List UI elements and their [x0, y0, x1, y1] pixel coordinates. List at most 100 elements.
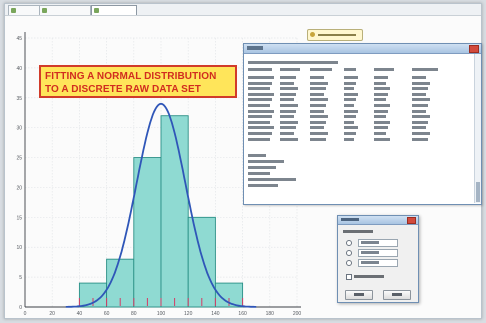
table-cell: [344, 126, 358, 130]
table-cell: [374, 81, 386, 85]
table-cell: [248, 104, 270, 107]
close-button[interactable]: [469, 45, 479, 53]
table-cell: [248, 92, 274, 96]
vertical-scrollbar[interactable]: [474, 54, 481, 203]
option-field-1[interactable]: [358, 239, 398, 247]
dialog-close-button[interactable]: [407, 217, 416, 224]
table-cell: [310, 132, 328, 135]
option-radio-3[interactable]: [346, 260, 352, 266]
table-cell: [412, 126, 426, 130]
histogram-bar: [187, 216, 216, 308]
option-radio-2[interactable]: [346, 250, 352, 256]
y-tick-label: 15: [16, 215, 22, 221]
table-cell: [248, 87, 270, 91]
ok-label: [354, 293, 364, 296]
option-checkbox[interactable]: [346, 274, 352, 280]
table-cell: [374, 126, 388, 130]
table-cell: [310, 87, 326, 91]
table-cell: [310, 92, 324, 96]
statistics-titlebar[interactable]: [244, 44, 481, 54]
window-title: [247, 46, 263, 50]
table-cell: [310, 126, 324, 130]
tab-2[interactable]: [39, 5, 91, 15]
option-value: [361, 261, 379, 264]
table-cell: [412, 68, 438, 71]
table-cell: [248, 68, 272, 71]
table-cell: [280, 120, 298, 124]
option-field-2[interactable]: [358, 249, 398, 257]
x-tick-label: 0: [24, 311, 27, 317]
table-cell: [412, 137, 428, 141]
table-cell: [344, 76, 358, 79]
histogram-bar: [214, 282, 244, 308]
table-cell: [280, 109, 296, 113]
dialog-titlebar[interactable]: [338, 216, 418, 225]
title-banner: FITTING A NORMAL DISTRIBUTION TO A DISCR…: [39, 65, 237, 98]
table-cell: [412, 132, 430, 135]
option-field-3[interactable]: [358, 259, 398, 267]
table-cell: [374, 68, 394, 71]
table-cell: [344, 98, 356, 102]
table-cell: [412, 104, 428, 107]
tab-1[interactable]: [8, 5, 40, 15]
histogram-bar: [133, 157, 162, 308]
table-cell: [280, 68, 300, 71]
table-cell: [412, 92, 426, 96]
y-tick-label: 30: [16, 126, 22, 132]
table-cell: [412, 98, 430, 102]
table-cell: [248, 160, 284, 163]
y-tick-label: 45: [16, 36, 22, 42]
table-cell: [248, 120, 270, 124]
table-cell: [344, 109, 358, 113]
x-tick-label: 120: [184, 311, 193, 317]
info-icon: [310, 32, 315, 37]
table-cell: [248, 184, 278, 187]
tab-3-active[interactable]: [91, 5, 137, 15]
table-cell: [374, 115, 386, 119]
cancel-button[interactable]: [383, 290, 411, 300]
x-tick-label: 180: [266, 311, 275, 317]
table-cell: [280, 104, 298, 107]
table-cell: [248, 132, 272, 135]
checkbox-label: [354, 275, 384, 278]
histogram-plot: 0 20 40 60 80 100 120 140 160 180 200 0 5 10 15 20 25 30 3…: [16, 32, 301, 317]
table-cell: [310, 109, 324, 113]
table-cell: [374, 104, 390, 107]
x-tick-label: 100: [157, 311, 166, 317]
table-cell: [248, 115, 272, 119]
table-cell: [344, 115, 356, 119]
table-cell: [310, 68, 332, 71]
table-cell: [280, 115, 294, 119]
ok-button[interactable]: [345, 290, 373, 300]
document-icon: [11, 8, 16, 13]
table-cell: [280, 81, 294, 85]
table-cell: [344, 137, 354, 141]
normal-curve: [65, 102, 257, 308]
histogram-bars: [78, 115, 244, 308]
y-tick-label: 20: [16, 185, 22, 191]
document-icon: [42, 8, 47, 13]
table-cell: [280, 87, 298, 91]
table-cell: [374, 98, 386, 102]
table-cell: [412, 115, 430, 119]
table-cell: [344, 104, 354, 107]
table-cell: [344, 92, 358, 96]
option-radio-1[interactable]: [346, 240, 352, 246]
x-tick-label: 160: [238, 311, 247, 317]
scroll-thumb[interactable]: [476, 182, 480, 202]
table-cell: [248, 137, 270, 141]
table-cell: [310, 115, 328, 119]
dialog-label: [343, 230, 373, 233]
banner-line-2: TO A DISCRETE RAW DATA SET: [45, 84, 201, 95]
table-cell: [412, 120, 428, 124]
option-value: [361, 241, 379, 244]
table-cell: [280, 126, 296, 130]
notification-text: [318, 34, 356, 36]
table-cell: [280, 76, 296, 79]
table-cell: [374, 92, 388, 96]
x-tick-label: 80: [131, 311, 137, 317]
notification-pill[interactable]: [307, 29, 363, 41]
table-cell: [374, 109, 388, 113]
table-cell: [374, 132, 386, 135]
table-cell: [344, 81, 356, 85]
